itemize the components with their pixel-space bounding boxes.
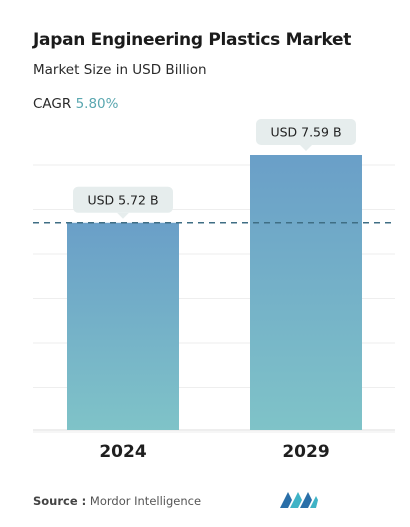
bar-2024 (67, 222, 179, 430)
cagr-text: CAGR 5.80% (33, 96, 118, 112)
bar-2029 (250, 155, 362, 430)
source-note: Source : Mordor Intelligence (33, 494, 201, 508)
cagr-value: 5.80% (75, 96, 119, 112)
svg-text:USD 5.72 B: USD 5.72 B (87, 192, 158, 207)
data-label-2029: USD 7.59 B (256, 119, 356, 151)
x-tick-label: 2024 (99, 442, 146, 462)
mordor-intelligence-logo (280, 492, 318, 508)
data-labels: USD 5.72 B USD 7.59 B (73, 119, 356, 219)
cagr-label: CAGR (33, 96, 72, 112)
chart-title: Japan Engineering Plastics Market (33, 30, 352, 50)
svg-text:USD 7.59 B: USD 7.59 B (270, 125, 341, 140)
source-label: Source : (33, 494, 87, 508)
x-tick-labels: 2024 2029 (99, 442, 329, 462)
data-label-2024: USD 5.72 B (73, 186, 173, 219)
source-value: Mordor Intelligence (89, 494, 202, 508)
x-tick-label: 2029 (282, 442, 329, 462)
bars (67, 155, 362, 430)
chart-subtitle: Market Size in USD Billion (33, 62, 207, 78)
